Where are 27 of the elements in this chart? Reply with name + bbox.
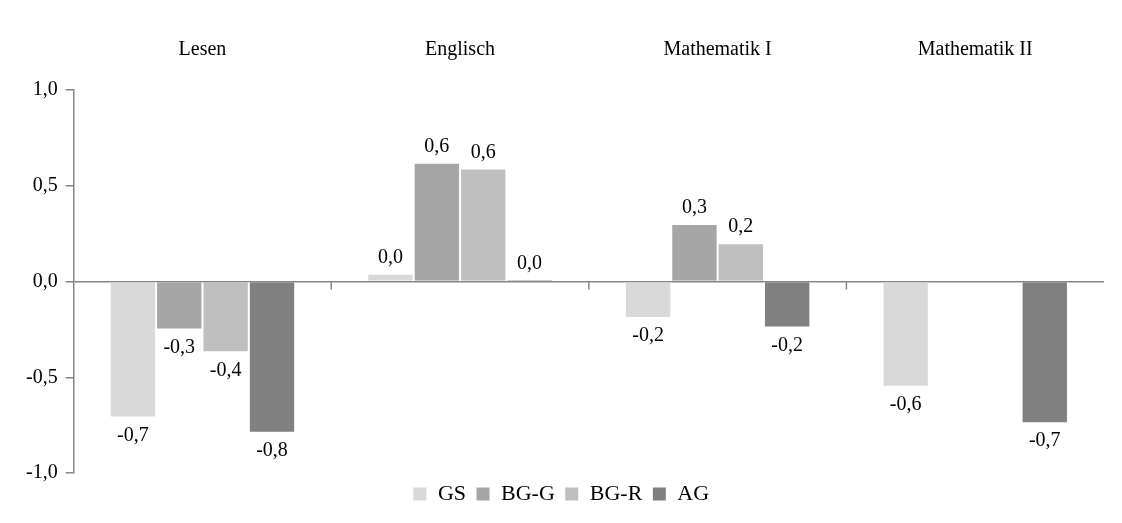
legend-label: BG-G [501,479,555,505]
data-label: 0,0 [517,250,543,273]
y-tick-label: 0,0 [32,268,58,291]
data-label: -0,4 [209,357,242,380]
data-label: -0,7 [1028,428,1061,451]
data-label: 0,6 [470,139,496,162]
x-tick-label: Mathematik I [663,37,772,60]
legend-label: BG-R [589,479,643,505]
y-tick-label: 0,5 [32,173,58,195]
y-tick-label: 1,0 [32,77,58,100]
data-label: 0,6 [424,134,450,157]
data-label: -0,2 [771,332,804,355]
x-tick-label: Lesen [178,37,227,60]
data-label: -0,6 [889,392,922,415]
x-tick-label: Englisch [425,37,496,61]
data-label: 0,0 [377,245,403,268]
data-label: -0,8 [256,438,288,461]
data-label: -0,7 [117,422,149,445]
data-label: 0,3 [681,195,707,218]
y-tick-label: -0,5 [25,364,58,387]
legend-label: GS [437,479,467,505]
data-label: -0,3 [163,334,196,357]
data-label: -0,2 [632,323,664,346]
legend-label: AG [677,479,710,505]
y-tick-label: -1,0 [25,460,58,483]
data-label: 0,2 [728,214,754,237]
x-tick-label: Mathematik II [917,37,1033,60]
